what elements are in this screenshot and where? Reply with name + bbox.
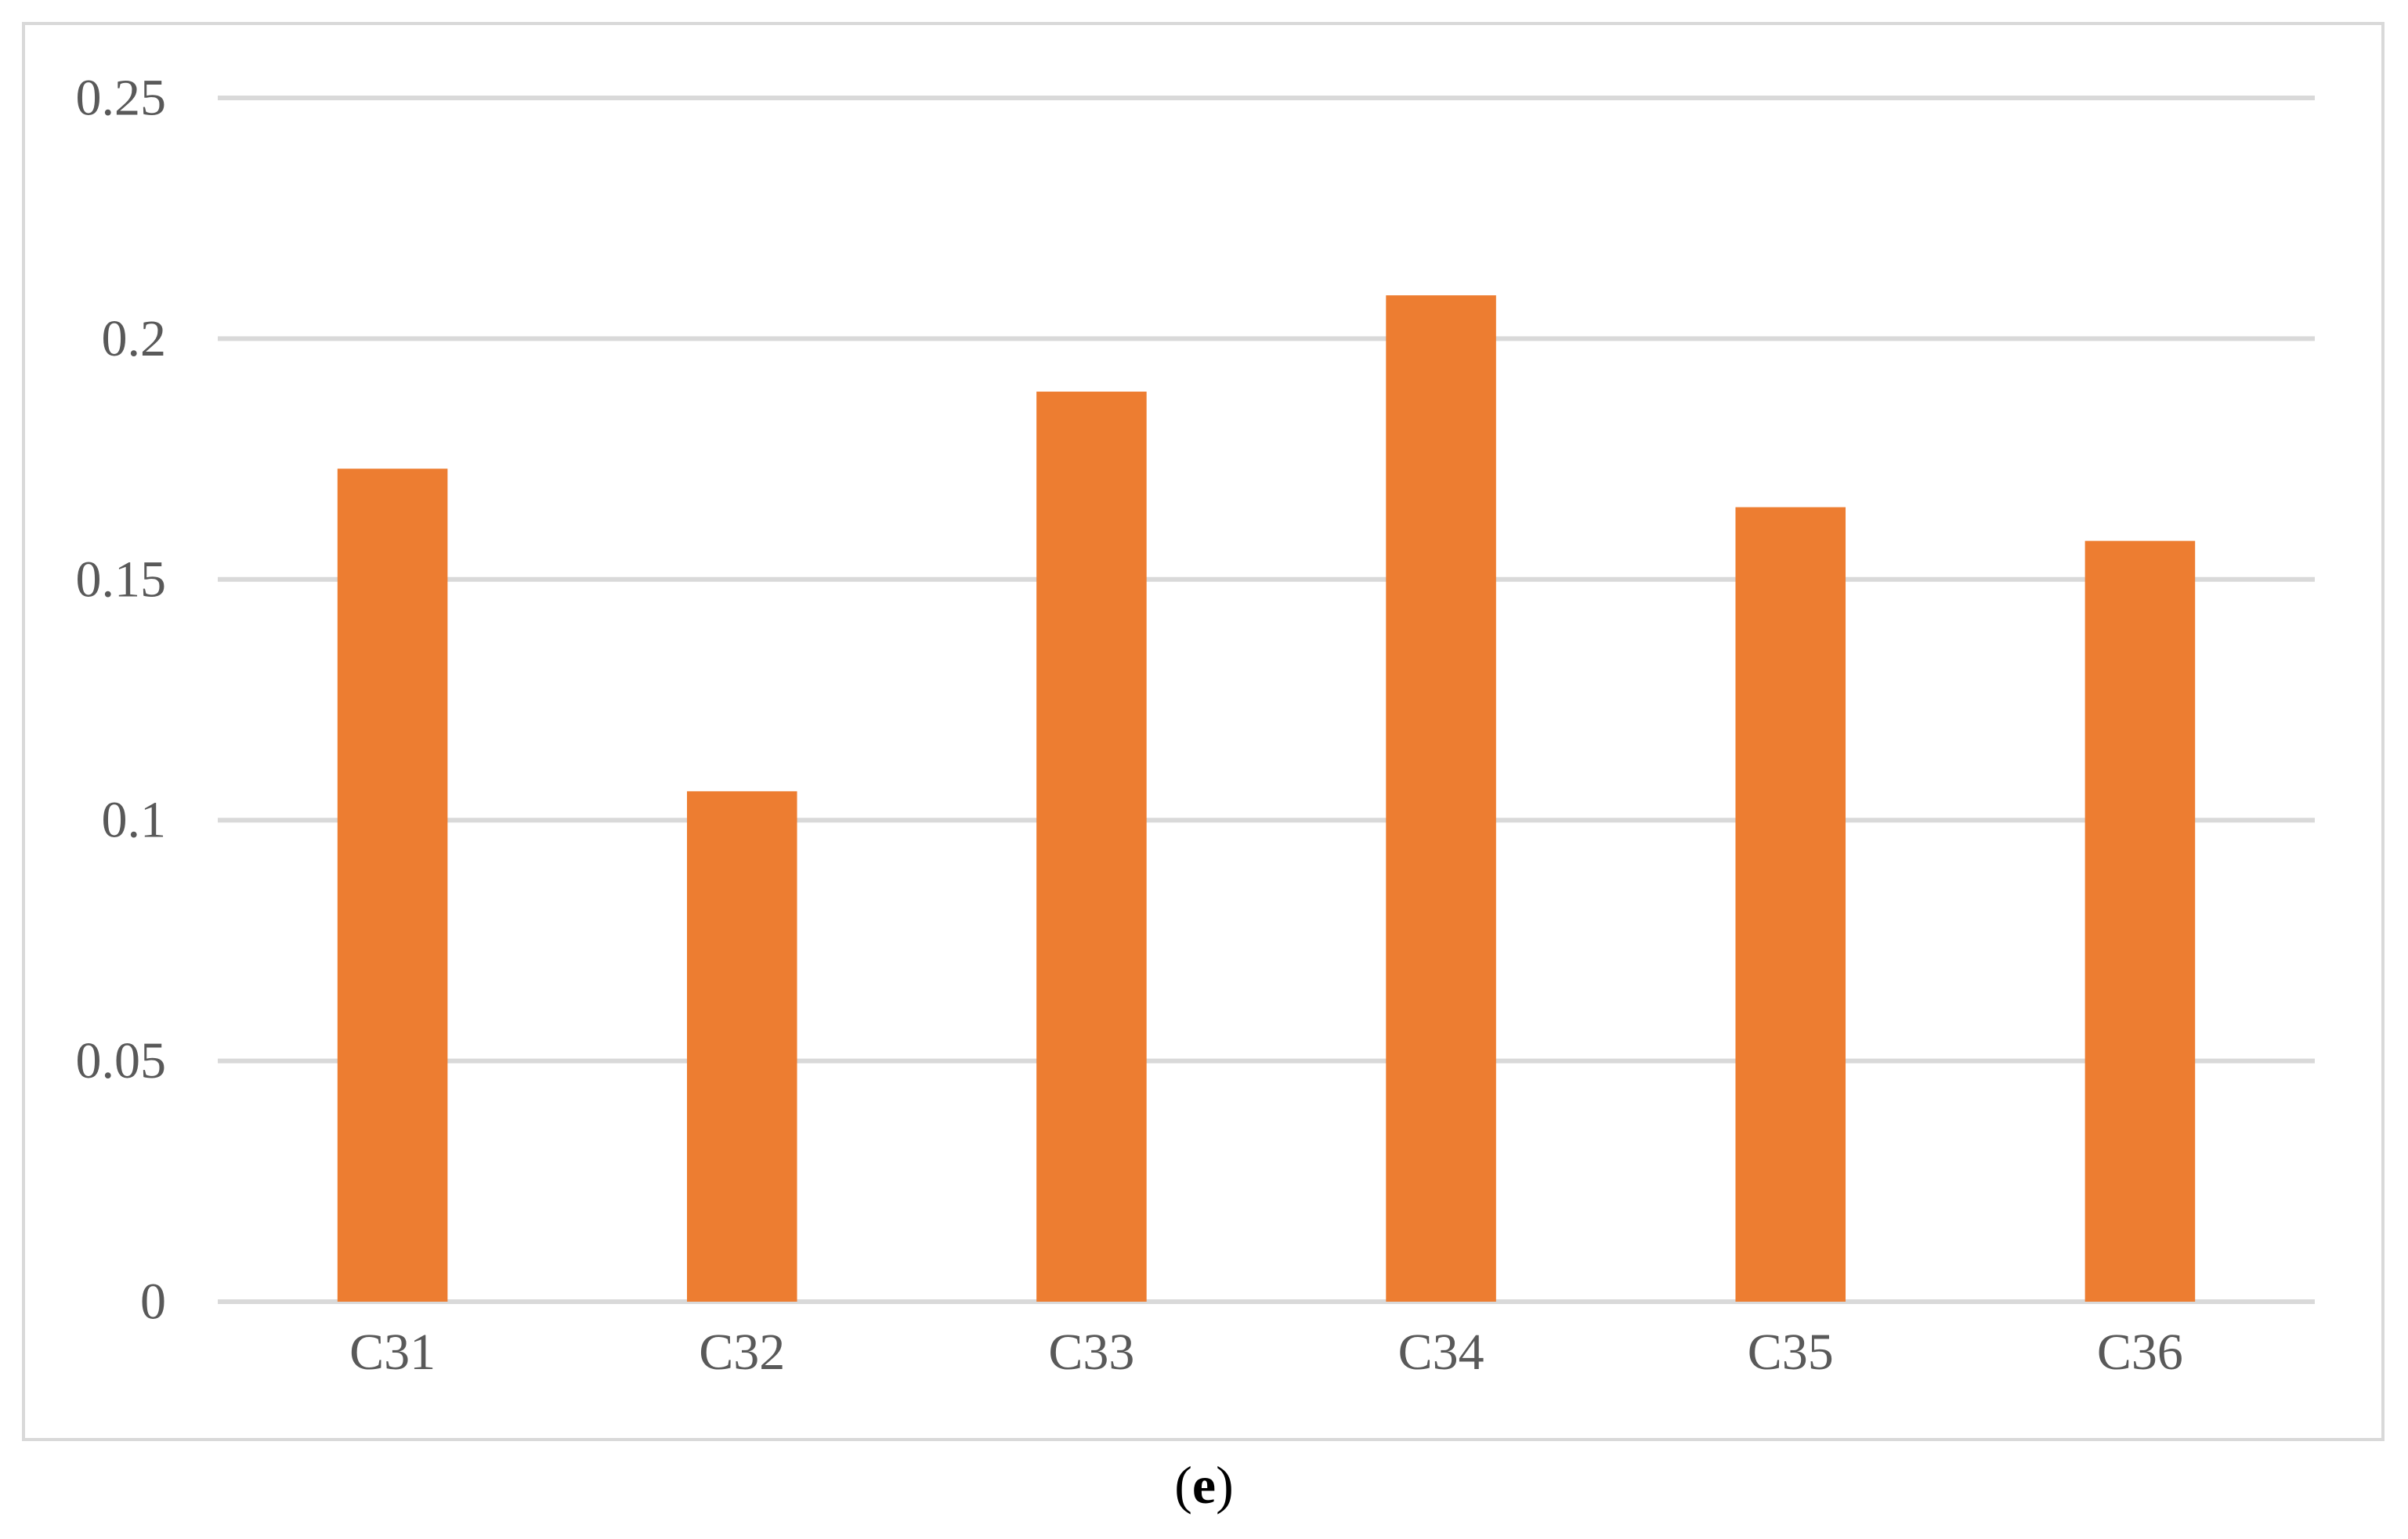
bars — [337, 295, 2196, 1302]
caption-open-paren: ( — [1174, 1455, 1192, 1515]
x-axis-tick-labels: C31 C32 C33 C34 C35 C36 — [349, 1324, 2183, 1381]
x-tick-label: C31 — [349, 1324, 436, 1381]
bar-c36 — [2084, 540, 2196, 1302]
panel-caption: (e) — [0, 1458, 2408, 1512]
bar-c32 — [686, 791, 797, 1302]
bar-c31 — [337, 468, 448, 1302]
y-tick-label: 0.05 — [76, 1032, 167, 1089]
y-axis-tick-labels: 0 0.05 0.1 0.15 0.2 0.25 — [76, 70, 167, 1331]
x-tick-label: C32 — [699, 1324, 785, 1381]
y-tick-label: 0 — [140, 1273, 166, 1331]
x-tick-label: C33 — [1048, 1324, 1134, 1381]
caption-letter: e — [1191, 1455, 1217, 1515]
bar-c33 — [1036, 392, 1147, 1302]
y-tick-label: 0.1 — [102, 792, 167, 849]
y-tick-label: 0.25 — [76, 70, 167, 127]
bar-c35 — [1735, 507, 1846, 1302]
gridlines — [218, 96, 2315, 1304]
x-tick-label: C36 — [2097, 1324, 2183, 1381]
y-tick-label: 0.15 — [76, 551, 167, 608]
caption-close-paren: ) — [1216, 1455, 1234, 1515]
y-tick-label: 0.2 — [102, 310, 167, 367]
x-tick-label: C34 — [1398, 1324, 1484, 1381]
x-tick-label: C35 — [1748, 1324, 1834, 1381]
bar-c34 — [1386, 295, 1496, 1302]
